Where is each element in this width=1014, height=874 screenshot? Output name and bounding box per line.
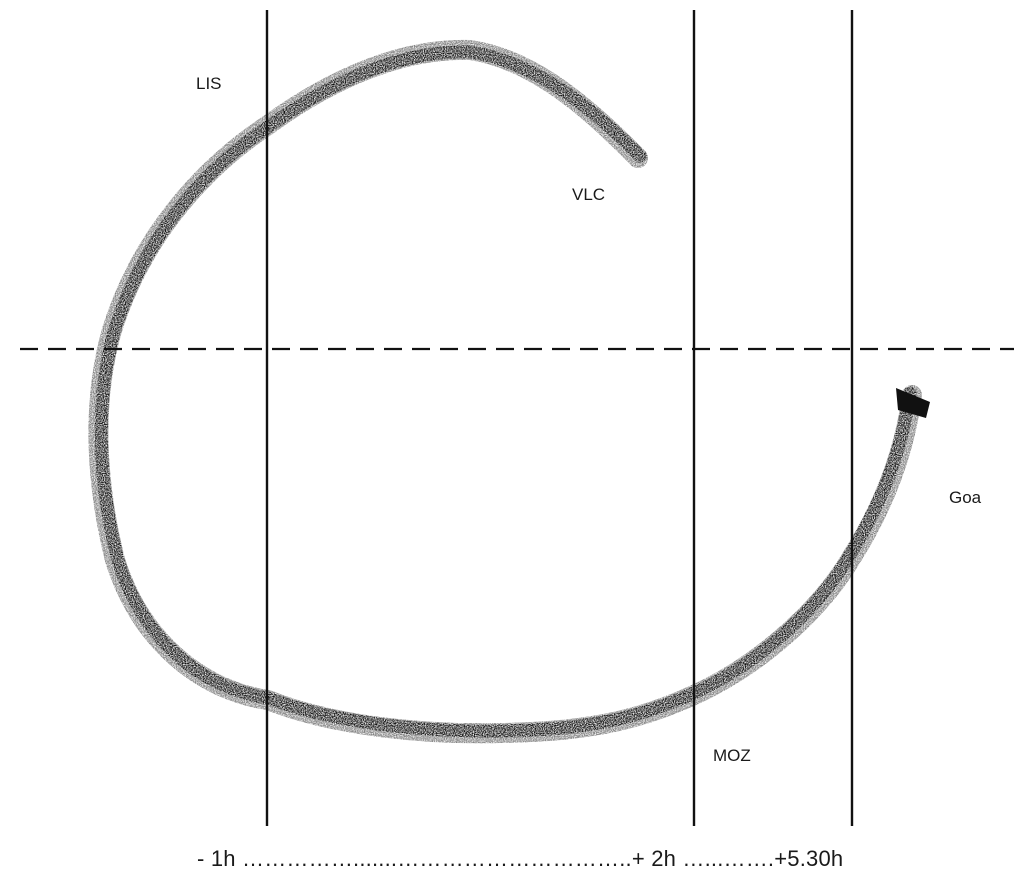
label-goa: Goa (949, 488, 982, 507)
route-end-cap (896, 388, 930, 418)
timeline-caption: - 1h …………….......…………………………..+ 2h …...……… (197, 846, 844, 871)
label-moz: MOZ (713, 746, 751, 765)
label-vlc: VLC (572, 185, 606, 204)
spiral-route-stroke (88, 39, 922, 744)
label-lis: LIS (196, 74, 222, 93)
